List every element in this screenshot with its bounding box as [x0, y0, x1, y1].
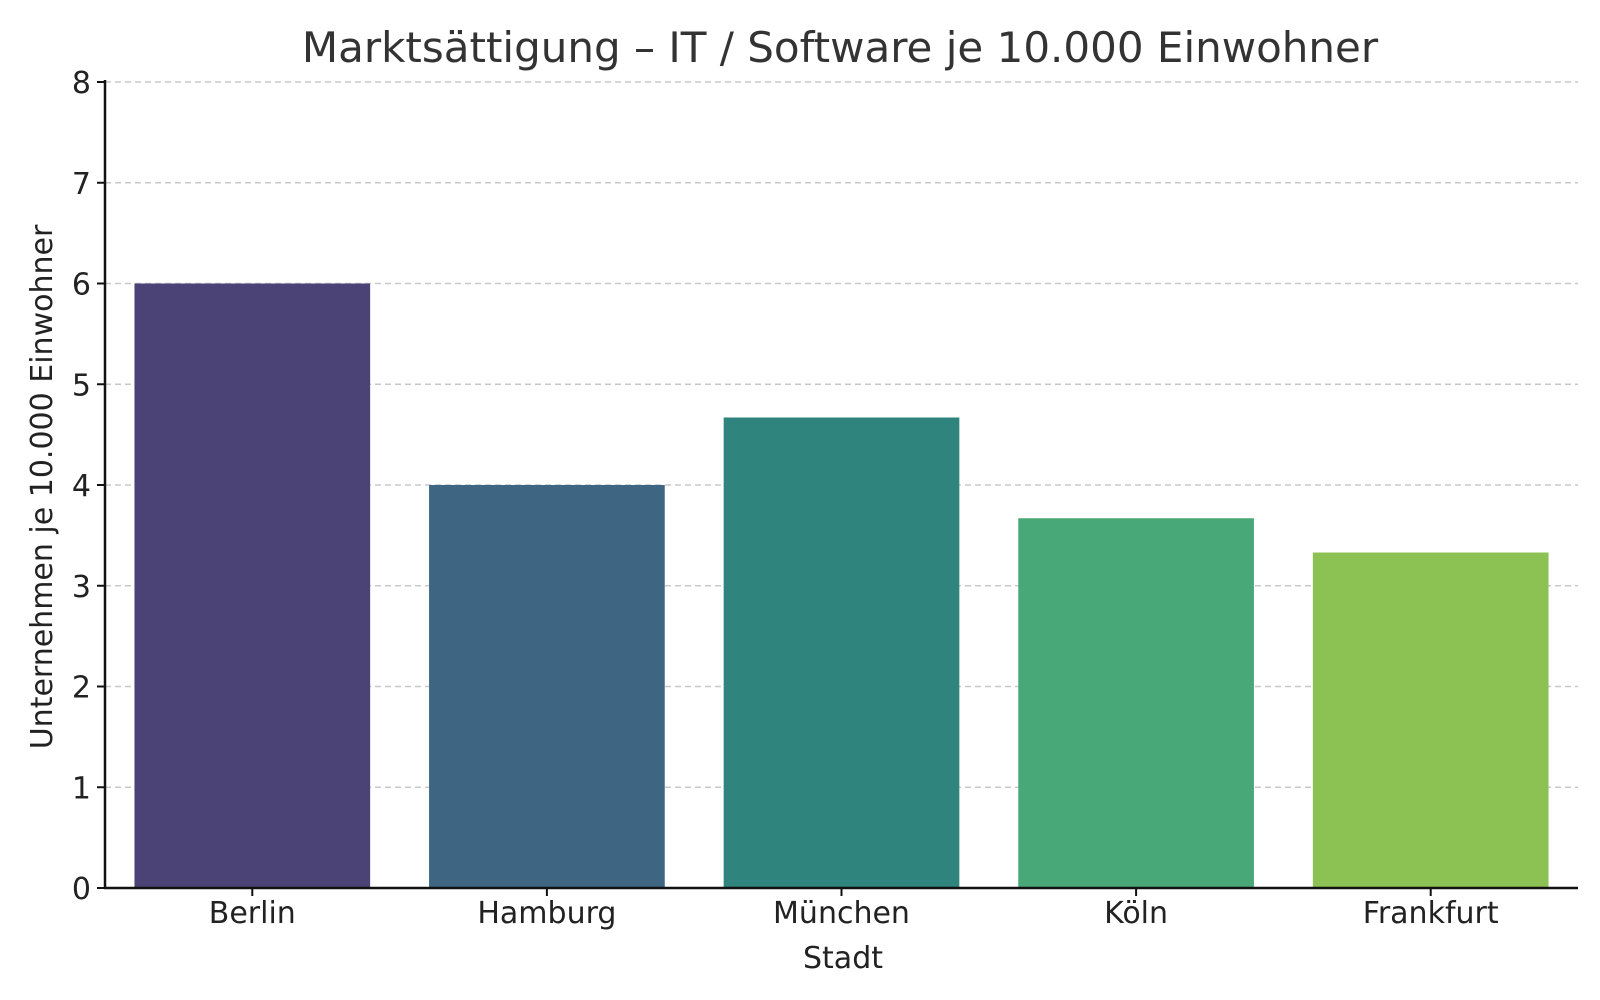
bars — [134, 283, 1549, 888]
x-tick-label: Berlin — [209, 896, 296, 931]
y-tick-labels: 0 1 2 3 4 5 6 7 8 — [72, 66, 91, 907]
y-tick-label: 5 — [72, 368, 91, 403]
chart-title: Marktsättigung – IT / Software je 10.000… — [302, 23, 1379, 72]
y-tick-label: 2 — [72, 671, 91, 706]
x-tick-label: Frankfurt — [1363, 896, 1499, 931]
bar-münchen — [723, 417, 960, 888]
y-tick-label: 1 — [72, 771, 91, 806]
y-axis-label: Unternehmen je 10.000 Einwohner — [25, 224, 60, 749]
x-tick-label: München — [773, 896, 910, 931]
y-tick-label: 0 — [72, 872, 91, 907]
bar-berlin — [134, 283, 371, 888]
x-axis-label: Stadt — [803, 941, 883, 976]
bar-köln — [1018, 518, 1254, 888]
x-tick-label: Köln — [1104, 896, 1168, 931]
x-tick-labels: Berlin Hamburg München Köln Frankfurt — [209, 896, 1499, 931]
axes — [97, 80, 1578, 896]
x-tick-label: Hamburg — [477, 896, 616, 931]
y-tick-label: 3 — [72, 570, 91, 605]
y-tick-label: 6 — [72, 268, 91, 303]
bar-hamburg — [429, 485, 665, 888]
y-tick-label: 8 — [72, 66, 91, 101]
y-tick-label: 4 — [72, 469, 91, 504]
bar-frankfurt — [1312, 552, 1549, 888]
y-tick-label: 7 — [72, 167, 91, 202]
